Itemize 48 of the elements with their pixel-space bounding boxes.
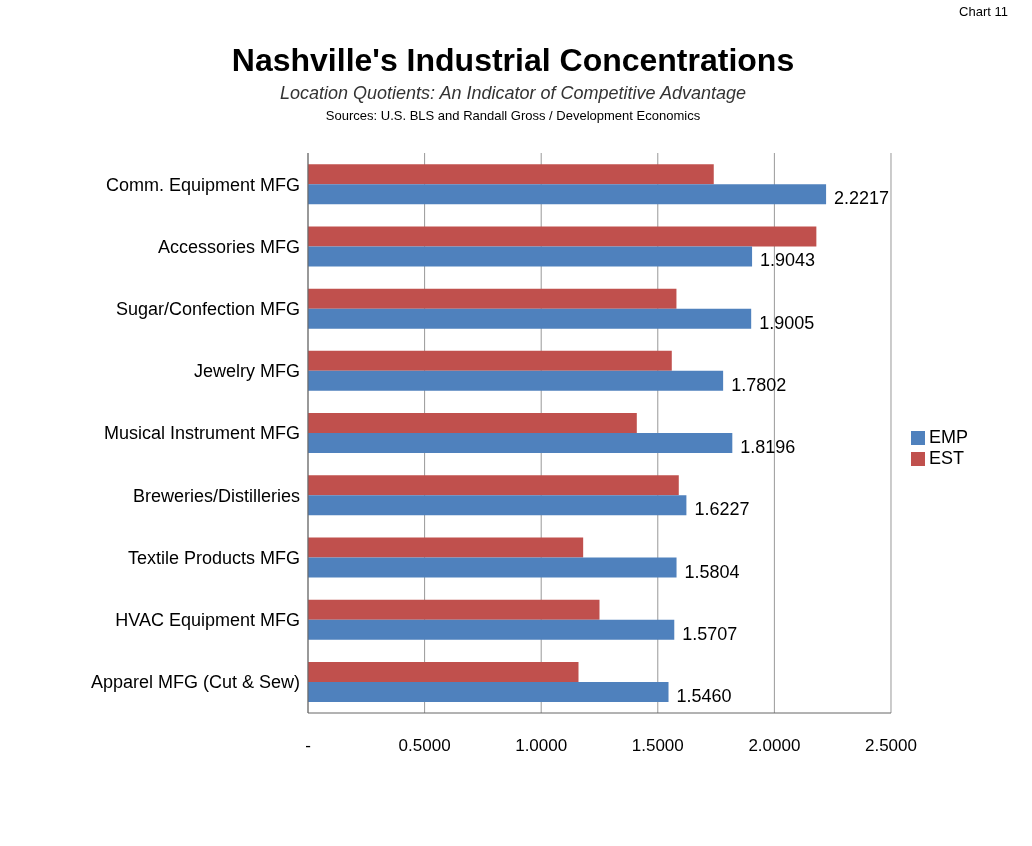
data-label: 1.9005 bbox=[759, 312, 815, 333]
bar bbox=[308, 184, 827, 205]
y-tick-label: Comm. Equipment MFG bbox=[105, 174, 300, 195]
data-label: 1.8196 bbox=[740, 437, 796, 458]
data-label: 1.6227 bbox=[694, 499, 750, 520]
bar bbox=[308, 308, 752, 329]
x-tick-label: 2.0000 bbox=[748, 736, 801, 756]
bar bbox=[308, 226, 817, 247]
bar bbox=[308, 661, 579, 682]
bar bbox=[308, 246, 753, 267]
y-tick-label: Sugar/Confection MFG bbox=[115, 298, 300, 319]
x-tick-label: 1.0000 bbox=[515, 736, 568, 756]
bar bbox=[308, 557, 677, 578]
x-tick-label: - bbox=[305, 736, 311, 756]
bar bbox=[308, 350, 672, 371]
y-tick-label: Textile Products MFG bbox=[127, 547, 300, 568]
legend-label: EST bbox=[928, 448, 964, 468]
y-tick-label: Jewelry MFG bbox=[193, 361, 300, 382]
x-tick-label: 2.5000 bbox=[864, 736, 917, 756]
bar bbox=[308, 599, 600, 620]
data-label: 1.7802 bbox=[731, 374, 787, 395]
x-tick-label: 0.5000 bbox=[398, 736, 451, 756]
data-label: 1.9043 bbox=[760, 250, 816, 271]
data-label: 1.5707 bbox=[682, 623, 738, 644]
bar bbox=[308, 413, 637, 434]
y-tick-label: Musical Instrument MFG bbox=[103, 423, 300, 444]
y-tick-label: Apparel MFG (Cut & Sew) bbox=[90, 672, 300, 693]
bar bbox=[308, 288, 677, 309]
bar bbox=[308, 495, 687, 516]
bar bbox=[308, 681, 669, 702]
data-label: 2.2217 bbox=[834, 188, 890, 209]
source-note: Sources: U.S. BLS and Randall Gross / Development Economics bbox=[324, 108, 702, 123]
data-label: 1.5460 bbox=[676, 685, 732, 706]
y-tick-label: Accessories MFG bbox=[157, 236, 300, 257]
y-tick-label: Breweries/Distilleries bbox=[132, 485, 300, 506]
chart-subtitle: Location Quotients: An Indicator of Competitive Advantage bbox=[279, 83, 747, 104]
bar bbox=[308, 537, 584, 558]
caption: Chart 11 bbox=[959, 4, 1008, 19]
bar bbox=[308, 433, 733, 454]
bar bbox=[308, 370, 724, 391]
legend-label: EMP bbox=[928, 427, 968, 447]
chart-title: Nashville's Industrial Concentrations bbox=[230, 42, 796, 79]
x-tick-label: 1.5000 bbox=[631, 736, 684, 756]
bar bbox=[308, 475, 679, 496]
y-tick-label: HVAC Equipment MFG bbox=[115, 610, 300, 631]
bar bbox=[308, 619, 675, 640]
bar bbox=[308, 164, 714, 185]
data-label: 1.5804 bbox=[684, 561, 740, 582]
